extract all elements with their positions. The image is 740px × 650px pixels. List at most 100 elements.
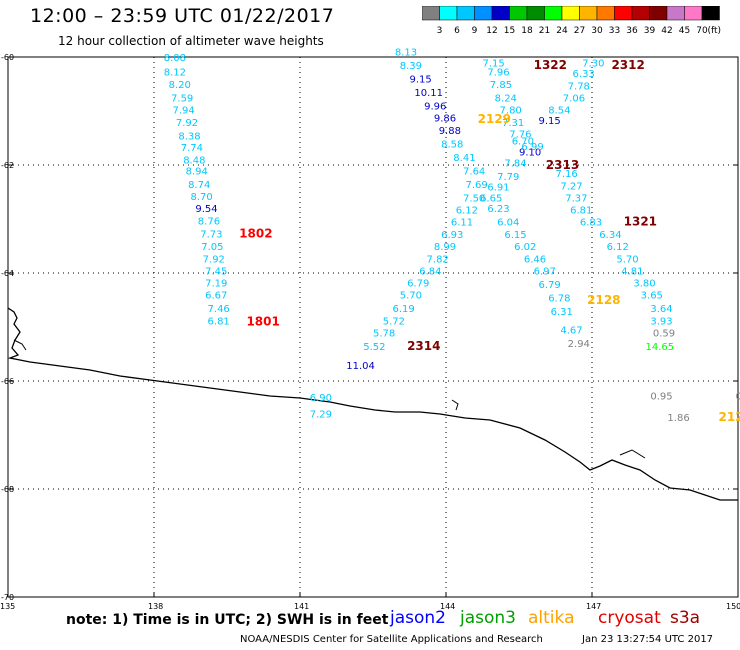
wave-height-label: 8.20 [169, 80, 191, 91]
wave-height-label: 6.91 [487, 183, 509, 194]
wave-height-label: 6.81 [208, 317, 230, 328]
wave-height-label: 7.92 [176, 118, 198, 129]
wave-height-label: 8.38 [178, 131, 200, 142]
color-scale-tick: 24 [556, 26, 568, 36]
satellite-jason2: jason2 [390, 608, 446, 628]
wave-height-label: 0 [736, 392, 740, 403]
wave-height-label: 9.10 [519, 148, 541, 159]
color-scale-bar: 3 6 9 12 15 18 21 24 27 30 33 36 39 42 45 70 (ft) [421, 5, 722, 36]
longitude-label: 144 [440, 602, 455, 611]
wave-height-label: 6.81 [570, 205, 592, 216]
color-scale-tick: 39 [644, 26, 656, 36]
pass-time-label: 2313 [546, 158, 579, 172]
wave-height-label: 3.64 [650, 304, 672, 315]
satellite-altika: altika [528, 608, 575, 628]
wave-height-label: 6.04 [497, 218, 519, 229]
wave-height-label: 8.58 [441, 139, 463, 150]
wave-height-label: 7.30 [582, 58, 604, 69]
wave-height-label: 6.79 [538, 280, 560, 291]
latitude-label: -62 [1, 161, 14, 170]
latitude-label: -66 [1, 377, 14, 386]
longitude-label: 135 [0, 602, 15, 611]
wave-height-label: 6.93 [441, 230, 463, 241]
wave-height-label: 6.15 [504, 230, 526, 241]
color-scale-tick: 3 [437, 26, 443, 36]
wave-height-label: 8.94 [186, 166, 208, 177]
wave-height-label: 9.88 [439, 126, 461, 137]
satellite-jason3: jason3 [460, 608, 516, 628]
wave-height-label: 7.37 [565, 193, 587, 204]
color-scale-unit: (ft) [708, 26, 722, 36]
pass-time-label: 1322 [534, 58, 567, 72]
wave-height-label: 6.02 [514, 242, 536, 253]
color-scale-tick: 6 [454, 26, 460, 36]
pass-time-label: 212 [719, 410, 740, 424]
color-scale-tick: 42 [661, 26, 672, 36]
wave-height-label: 7.45 [205, 266, 227, 277]
latitude-label: -64 [1, 269, 14, 278]
credit-line: NOAA/NESDIS Center for Satellite Applica… [240, 634, 543, 645]
wave-height-label: 9.96 [424, 102, 446, 113]
wave-height-label: 8.48 [183, 156, 205, 167]
color-scale-tick: 70 [696, 26, 708, 36]
color-scale-tick: 33 [609, 26, 620, 36]
coastline [7, 307, 738, 501]
wave-height-label: 7.19 [205, 279, 227, 290]
wave-height-label: 8.24 [495, 94, 517, 105]
wave-height-label: 6.12 [607, 242, 629, 253]
wave-height-label: 3.93 [650, 317, 672, 328]
wave-height-label: 7.92 [203, 254, 225, 265]
pass-time-label: 2312 [611, 58, 644, 72]
footer-note: note: 1) Time is in UTC; 2) SWH is in fe… [66, 612, 389, 628]
map-title: 12:00 – 23:59 UTC 01/22/2017 [30, 5, 335, 27]
wave-height-label: 5.72 [383, 317, 405, 328]
color-scale-tick: 45 [679, 26, 690, 36]
wave-height-label: 6.70 [512, 137, 534, 148]
wave-height-label: 4.67 [560, 326, 582, 337]
wave-height-label: 1.86 [667, 413, 689, 424]
wave-height-label: 5.78 [373, 328, 395, 339]
latitude-label: -68 [1, 485, 14, 494]
wave-height-label: 0.59 [653, 328, 675, 339]
wave-height-label: 7.94 [172, 105, 194, 116]
coastline-detail [13, 339, 27, 351]
wave-height-label: 7.73 [200, 230, 222, 241]
color-scale-tick: 21 [539, 26, 550, 36]
wave-height-label: 8.70 [191, 192, 213, 203]
longitude-label: 147 [586, 602, 601, 611]
wave-height-label: 6.46 [524, 254, 546, 265]
wave-height-label: 8.12 [164, 68, 186, 79]
satellite-cryosat: cryosat [598, 608, 661, 628]
wave-height-label: 7.05 [201, 242, 223, 253]
wave-height-label: 6.99 [521, 142, 543, 153]
wave-height-label: 7.64 [463, 166, 485, 177]
wave-height-label: 8.41 [453, 153, 475, 164]
wave-height-label: 7.84 [504, 158, 526, 169]
wave-height-label: 7.78 [568, 82, 590, 93]
map-subtitle: 12 hour collection of altimeter wave hei… [58, 34, 324, 48]
wave-height-label: 8.08 [164, 53, 186, 64]
wave-height-label: 6.67 [205, 291, 227, 302]
wave-height-label: 6.33 [573, 69, 595, 80]
coastline-detail [451, 399, 459, 411]
wave-height-label: 3.65 [641, 291, 663, 302]
wave-height-label: 7.85 [490, 80, 512, 91]
wave-height-label: 9.54 [195, 204, 217, 215]
wave-height-label: 8.74 [188, 180, 210, 191]
longitude-label: 138 [148, 602, 163, 611]
wave-height-label: 7.76 [509, 130, 531, 141]
wave-height-label: 5.70 [616, 254, 638, 265]
latitude-label: -60 [1, 53, 14, 62]
wave-height-label: 7.69 [465, 180, 487, 191]
wave-height-label: 3.80 [633, 279, 655, 290]
wave-height-label: 8.76 [198, 217, 220, 228]
wave-height-label: 5.52 [363, 342, 385, 353]
wave-height-label: 6.78 [548, 293, 570, 304]
wave-height-label: 8.54 [548, 105, 570, 116]
color-scale-tick: 30 [591, 26, 603, 36]
color-scale-legend: 3 6 9 12 15 18 21 24 27 30 33 36 39 42 45 70 (ft) [421, 5, 732, 44]
wave-height-label: 11.04 [346, 361, 375, 372]
wave-height-label: 8.99 [434, 242, 456, 253]
map-frame [7, 56, 739, 598]
